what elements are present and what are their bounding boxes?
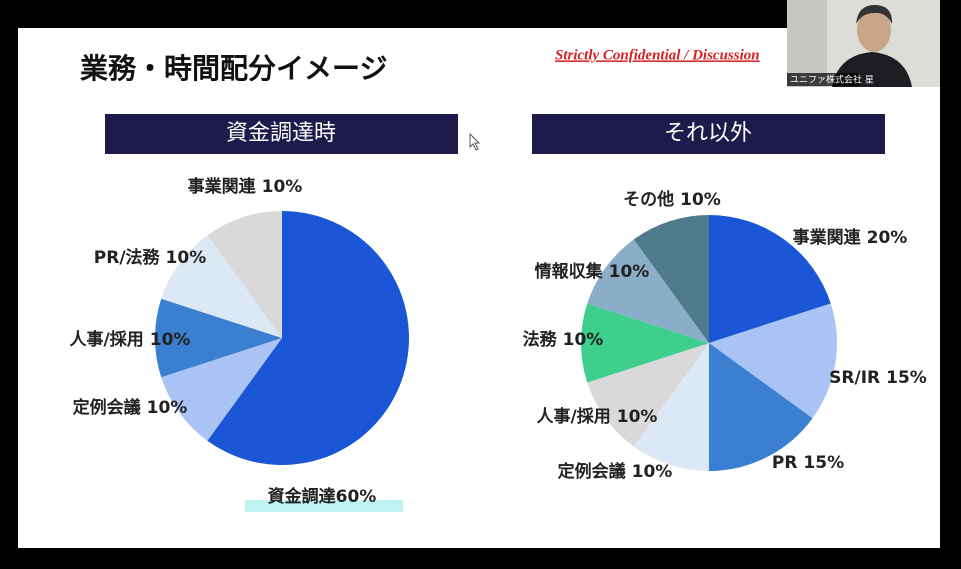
slice-category: 事業関連 — [188, 176, 257, 197]
slice-category: 事業関連 — [793, 227, 862, 248]
slice-value: 20% — [867, 228, 908, 248]
pie-slice — [709, 215, 831, 343]
slice-label: PR/法務 10% — [94, 247, 206, 268]
webcam-label: ユニファ株式会社 星 — [790, 74, 874, 86]
slice-label: その他 10% — [623, 189, 721, 210]
webcam-hair — [856, 4, 893, 24]
slice-value: 10% — [150, 330, 191, 350]
slice-value: 10% — [166, 248, 207, 268]
slice-value: 15% — [803, 453, 844, 473]
slice-label: 人事/採用 10% — [70, 329, 191, 350]
pie-slice — [581, 303, 709, 383]
slice-label: 人事/採用 10% — [537, 406, 658, 427]
slice-category: 資金調達 — [268, 486, 336, 507]
slice-category: 定例会議 — [558, 461, 626, 482]
pie-slice — [587, 343, 709, 447]
slice-value: 60% — [336, 487, 377, 507]
slice-value: 10% — [617, 407, 658, 427]
webcam-label-bg — [787, 73, 859, 86]
slice-label: 定例会議 10% — [73, 397, 188, 418]
slice-value: 10% — [680, 190, 721, 210]
slice-value: 10% — [609, 262, 650, 282]
slice-label: 情報収集 10% — [535, 261, 650, 282]
slice-value: 10% — [147, 398, 188, 418]
slice-category: PR/法務 — [94, 247, 161, 268]
chart-header — [105, 114, 458, 154]
slice-category: その他 — [623, 189, 674, 210]
chart-title: それ以外 — [664, 121, 752, 146]
pie-slice — [633, 215, 709, 343]
confidential-note: Strictly Confidential / Discussion — [555, 47, 760, 63]
pie-slice — [207, 211, 409, 465]
slice-label: 事業関連 20% — [793, 227, 908, 248]
highlight — [245, 500, 403, 512]
cursor — [469, 132, 481, 151]
slice-value: 10% — [563, 330, 604, 350]
slice-label: 定例会議 10% — [558, 461, 673, 482]
pie-slice — [709, 343, 813, 471]
slice-category: PR — [772, 453, 798, 473]
slice-label: PR 15% — [772, 453, 844, 473]
chart-header — [532, 114, 885, 154]
slice-category: 法務 — [523, 329, 558, 350]
slice-value: 10% — [632, 462, 673, 482]
webcam: ユニファ株式会社 星 — [787, 0, 940, 87]
slice-label: 法務 10% — [523, 329, 604, 350]
pie-slice — [161, 338, 282, 441]
pie-slice — [633, 343, 709, 471]
slice-category: 情報収集 — [535, 261, 604, 282]
slice-category: 人事/採用 — [70, 329, 144, 350]
slice-value: 15% — [886, 368, 927, 388]
slice-category: SR/IR — [829, 368, 880, 388]
slice-label: 事業関連 10% — [188, 176, 303, 197]
slice-category: 定例会議 — [73, 397, 141, 418]
slice-label: 資金調達60% — [268, 486, 377, 507]
slice-label: SR/IR 15% — [829, 368, 927, 388]
pie-slice — [207, 211, 282, 338]
pie-slice — [161, 235, 282, 338]
webcam-wall — [787, 0, 827, 87]
chart-title: 資金調達時 — [226, 121, 336, 146]
slice-category: 人事/採用 — [537, 406, 611, 427]
slice-value: 10% — [262, 177, 303, 197]
pie-slice — [709, 303, 837, 419]
pie-slice — [155, 298, 282, 378]
slide-title: 業務・時間配分イメージ — [80, 52, 387, 85]
webcam-face — [857, 8, 891, 52]
pie-slice — [587, 239, 709, 343]
